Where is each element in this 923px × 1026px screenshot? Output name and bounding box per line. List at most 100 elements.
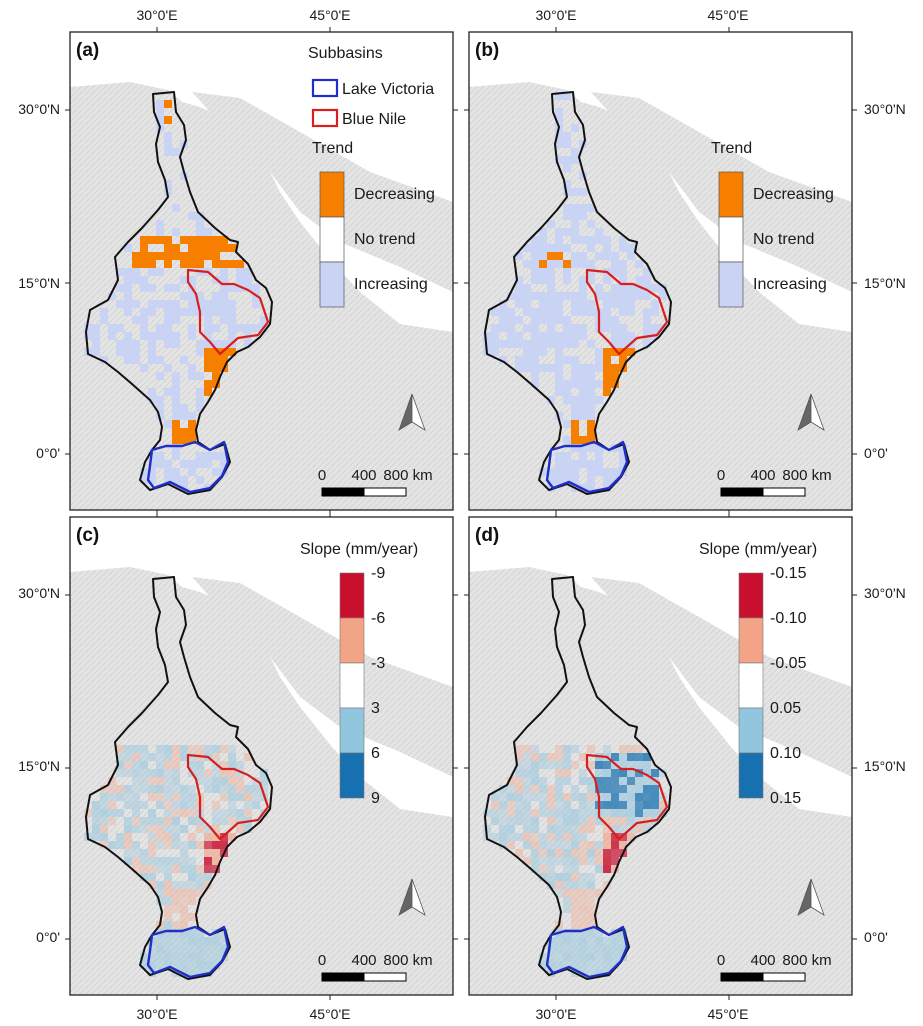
slope-cell — [611, 865, 619, 873]
slope-cell — [587, 905, 595, 913]
slope-cell — [523, 801, 531, 809]
scale-bar-white — [363, 972, 407, 982]
slope-cell — [603, 937, 611, 945]
trend-cell — [587, 236, 595, 244]
trend-cell — [188, 276, 196, 284]
north-arrow-icon — [797, 393, 825, 431]
slope-cell — [523, 785, 531, 793]
map-panel-a: 0 400 800 km Subbasins Lake Victoria Blue Nil… — [65, 27, 458, 515]
trend-cell — [539, 340, 547, 348]
slope-cell — [627, 753, 635, 761]
trend-cell — [563, 164, 571, 172]
trend-cell — [164, 100, 172, 108]
slope-cell — [180, 929, 188, 937]
scale-label-400: 400 — [750, 467, 775, 484]
trend-cell — [164, 460, 172, 468]
slope-cell — [220, 817, 228, 825]
trend-cell — [547, 220, 555, 228]
slope-cell — [140, 761, 148, 769]
trend-cell — [579, 372, 587, 380]
slope-cell — [132, 785, 140, 793]
slope-cell — [212, 801, 220, 809]
trend-cell — [156, 220, 164, 228]
trend-cell — [164, 324, 172, 332]
trend-cell — [571, 356, 579, 364]
trend-label: Decreasing — [354, 186, 435, 203]
trend-cell — [611, 260, 619, 268]
slope-cell — [555, 881, 563, 889]
slope-cell — [196, 777, 204, 785]
slope-cell — [212, 953, 220, 961]
slope-cell — [156, 801, 164, 809]
trend-cell — [188, 468, 196, 476]
slope-cell — [587, 969, 595, 977]
trend-cell — [635, 276, 643, 284]
trend-cell — [555, 228, 563, 236]
trend-cell — [563, 92, 571, 100]
slope-cell — [515, 777, 523, 785]
slope-cell — [539, 953, 547, 961]
trend-cell — [164, 332, 172, 340]
scale-label-800: 800 km — [782, 952, 831, 969]
slope-cell — [595, 857, 603, 865]
slope-cell — [180, 905, 188, 913]
slope-cell — [651, 769, 659, 777]
trend-cell — [156, 252, 164, 260]
slope-cell — [236, 777, 244, 785]
trend-cell — [587, 364, 595, 372]
trend-cell — [555, 372, 563, 380]
slope-cell — [148, 953, 156, 961]
trend-cell — [603, 364, 611, 372]
trend-cell — [499, 356, 507, 364]
slope-cell — [164, 753, 172, 761]
slope-cell — [180, 857, 188, 865]
slope-cell — [180, 793, 188, 801]
trend-cell — [204, 340, 212, 348]
trend-cell — [180, 404, 188, 412]
trend-cell — [595, 468, 603, 476]
slope-cell — [579, 769, 587, 777]
trend-cell — [196, 252, 204, 260]
scale-label-0: 0 — [717, 952, 725, 969]
trend-cell — [156, 236, 164, 244]
slope-cell — [180, 913, 188, 921]
slope-cell — [619, 825, 627, 833]
trend-cell — [603, 468, 611, 476]
slope-cell — [579, 929, 587, 937]
slope-cell — [539, 793, 547, 801]
slope-cell — [555, 841, 563, 849]
trend-label: Decreasing — [753, 186, 834, 203]
trend-cell — [164, 284, 172, 292]
slope-cell — [523, 809, 531, 817]
trend-cell — [196, 300, 204, 308]
trend-cell — [188, 436, 196, 444]
trend-cell — [180, 308, 188, 316]
trend-cell — [563, 436, 571, 444]
trend-cell — [563, 276, 571, 284]
slope-cell — [595, 969, 603, 977]
trend-cell — [172, 380, 180, 388]
slope-cell — [220, 777, 228, 785]
trend-cell — [539, 236, 547, 244]
scale-label-400: 400 — [351, 467, 376, 484]
trend-cell — [196, 212, 204, 220]
slope-cell — [627, 801, 635, 809]
trend-cell — [228, 284, 236, 292]
trend-cell — [84, 332, 92, 340]
slope-cell — [140, 825, 148, 833]
slope-cell — [563, 905, 571, 913]
slope-cell — [635, 801, 643, 809]
slope-cell — [539, 761, 547, 769]
slope-cell — [188, 761, 196, 769]
slope-cell — [587, 873, 595, 881]
trend-cell — [555, 316, 563, 324]
slope-cell — [659, 801, 667, 809]
slope-cell — [523, 833, 531, 841]
slope-cell — [204, 785, 212, 793]
slope-cell — [100, 833, 108, 841]
slope-swatch — [738, 752, 764, 799]
slope-cell — [587, 921, 595, 929]
trend-cell — [571, 412, 579, 420]
slope-cell — [204, 825, 212, 833]
trend-cell — [188, 420, 196, 428]
